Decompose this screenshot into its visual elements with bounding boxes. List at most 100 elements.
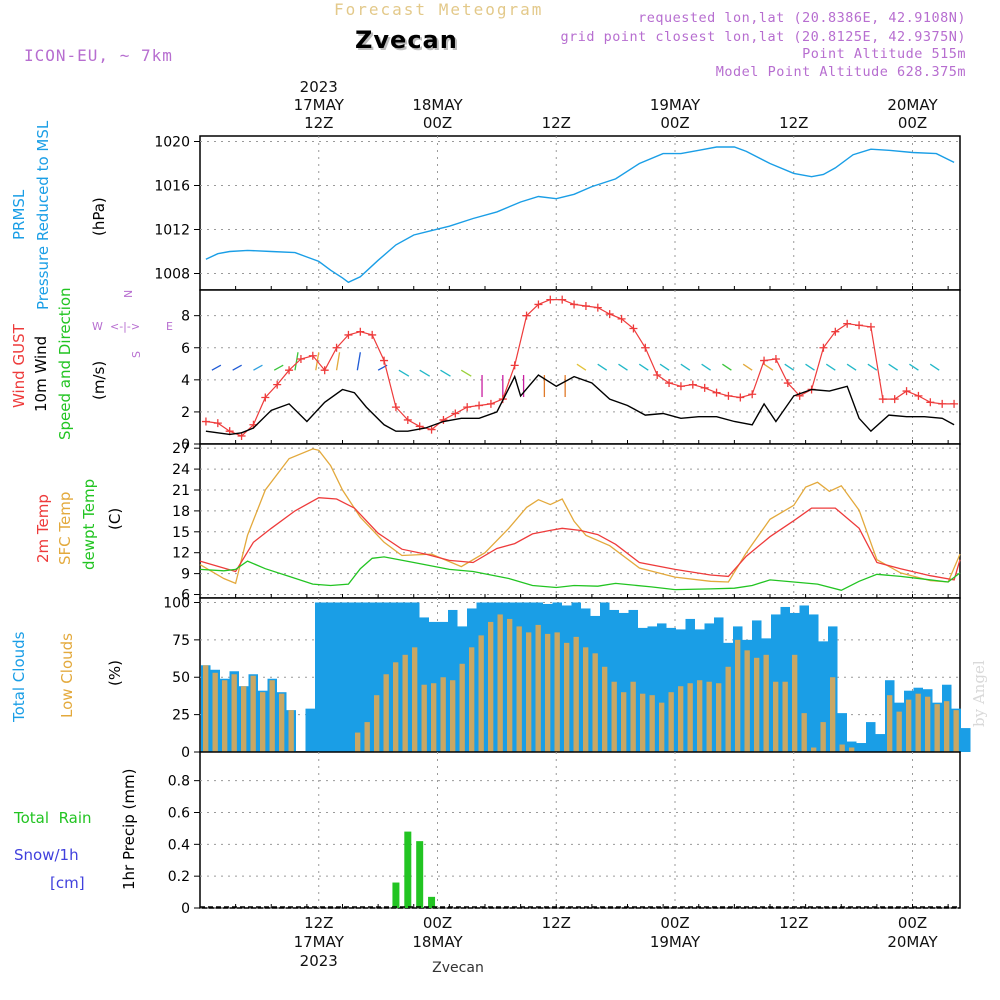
model-altitude: Model Point Altitude 628.375m [715, 64, 966, 80]
low-cloud-bar [545, 633, 551, 752]
bottom-hour-label: 00Z [898, 914, 927, 932]
y-tick-label: 0.4 [168, 837, 190, 853]
gust-point [570, 300, 579, 309]
precip-panel: 0 0.2 0.4 0.6 0.8 [168, 751, 961, 917]
gust-point [605, 310, 614, 319]
low-cloud-bar [203, 665, 209, 752]
wind-direction-arrow [294, 352, 299, 371]
low-cloud-bar [944, 701, 950, 752]
wind-direction-arrow [722, 363, 732, 371]
wind10-label: 10m Wind [32, 336, 50, 412]
low-cloud-bar [507, 618, 513, 752]
bottom-hour-label: 00Z [423, 914, 452, 932]
precip-ylabel: 1hr Precip (mm) [120, 769, 138, 890]
low-cloud-bar [706, 681, 712, 752]
rain-bar [428, 896, 436, 908]
total-cloud-bar [305, 708, 315, 752]
wind-direction-arrow [742, 363, 753, 371]
y-tick-label: 0.2 [168, 869, 190, 885]
low-cloud-bar [393, 662, 399, 752]
point-altitude: Point Altitude 515m [802, 46, 966, 62]
low-cloud-bar [611, 681, 617, 752]
wind-direction-arrow [825, 363, 836, 371]
wind-direction-arrow [680, 363, 691, 371]
wind-direction-arrow [576, 363, 587, 371]
gust-point [688, 380, 697, 389]
low-cloud-bar [554, 632, 560, 752]
low-cloud-bar [887, 695, 893, 752]
requested-coords: requested lon,lat (20.8386E, 42.9108N) [638, 10, 966, 26]
top-date-label: 18MAY [412, 96, 463, 114]
total-cloud-bar [780, 606, 790, 752]
y-tick-label: 1012 [154, 223, 190, 239]
gust-point [439, 415, 448, 424]
gust-point [866, 322, 875, 331]
total-cloud-bar [666, 627, 676, 752]
low-cloud-bar [535, 624, 541, 752]
t2m-label: 2m Temp [34, 494, 52, 563]
compass-west: W [92, 320, 103, 333]
panel-frame [199, 135, 961, 291]
total-cloud-label: Total Clouds [10, 631, 28, 723]
bottom-year-label: 2023 [300, 952, 338, 970]
pressure-panel: 1008 1012 1016 1020 [154, 135, 961, 291]
y-tick-label: 8 [181, 309, 190, 325]
low-cloud-bar [678, 686, 684, 752]
gust-point [463, 403, 472, 412]
wind-direction-arrow [805, 363, 815, 371]
y-tick-label: 6 [181, 341, 190, 357]
compass-north: N [122, 290, 135, 298]
wind-direction-arrow [638, 363, 649, 371]
top-date-label: 20MAY [887, 96, 938, 114]
bottom-hour-label: 00Z [660, 914, 689, 932]
wind-direction-arrow [597, 363, 608, 371]
gust-point [950, 399, 959, 408]
gust-label: Wind GUST [10, 323, 28, 408]
total-cloud-bar [372, 602, 382, 752]
temperature-panel: 6 9 12 15 18 21 24 27 [172, 441, 961, 604]
total-cloud-bar [856, 743, 866, 752]
pressure-unit-label: (hPa) [90, 197, 108, 236]
low-cloud-bar [801, 713, 807, 752]
low-cloud-bar [830, 677, 836, 752]
total-cloud-bar [353, 602, 363, 752]
wind10-line [205, 374, 955, 436]
wind-dir-label: Speed and Direction [56, 287, 74, 440]
wind-direction-arrow [888, 363, 899, 371]
total-cloud-bar [324, 602, 334, 752]
low-cloud-bar [697, 680, 703, 752]
total-cloud-bar [818, 641, 828, 752]
low-cloud-bar [773, 681, 779, 752]
y-tick-label: 0 [181, 901, 190, 917]
low-cloud-bar [383, 674, 389, 752]
total-cloud-bar [628, 609, 638, 752]
wind-direction-arrow [440, 369, 451, 377]
bottom-date-label: 19MAY [650, 933, 701, 951]
y-tick-label: 18 [172, 504, 190, 520]
gust-point [819, 343, 828, 352]
rain-bar [392, 882, 400, 908]
gust-point [534, 300, 543, 309]
top-hour-label: 00Z [660, 114, 689, 132]
dewpt-line [199, 556, 961, 591]
low-cloud-bar [915, 693, 921, 752]
y-tick-label: 1008 [154, 267, 190, 283]
low-cloud-bar [782, 681, 788, 752]
wind-direction-arrow [867, 363, 878, 371]
top-year-label: 2023 [300, 78, 338, 96]
gust-point [558, 295, 567, 304]
y-tick-label: 100 [163, 595, 190, 611]
low-cloud-bar [621, 692, 627, 752]
total-cloud-bar [609, 609, 619, 752]
y-tick-label: 27 [172, 441, 190, 457]
gust-point [712, 388, 721, 397]
low-cloud-bar [668, 692, 674, 752]
bottom-date-label: 18MAY [412, 933, 463, 951]
y-tick-label: 0.6 [168, 805, 190, 821]
gust-point [926, 398, 935, 407]
y-tick-label: 50 [172, 670, 190, 686]
gust-point [475, 401, 484, 410]
top-date-label: 19MAY [650, 96, 701, 114]
dewpt-label: dewpt Temp [80, 479, 98, 570]
